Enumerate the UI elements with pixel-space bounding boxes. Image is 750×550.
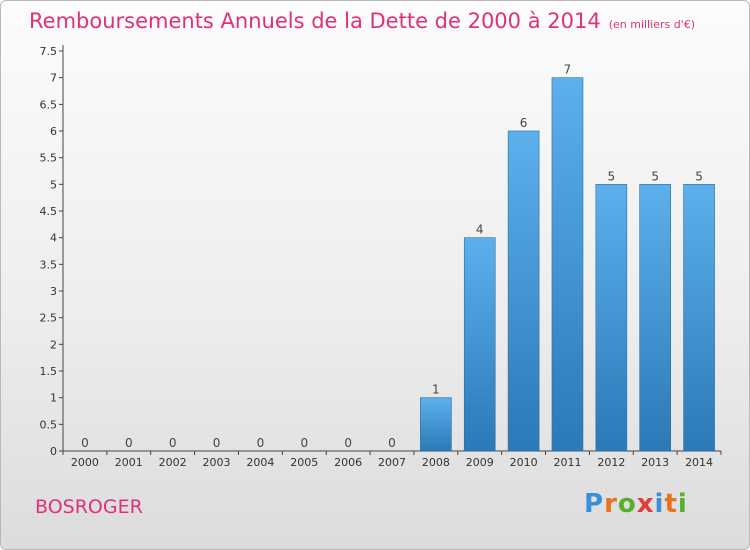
bar [507,130,540,452]
data-label: 1 [432,383,440,397]
y-tick-label: 3.5 [40,258,58,271]
x-tick-label: 2014 [685,456,713,469]
y-tick-label: 4.5 [40,205,58,218]
logo-letter: t [664,489,678,519]
proxiti-logo: Proxiti [584,489,688,519]
logo-letter: o [617,489,637,519]
data-label: 5 [651,169,659,183]
y-tick-label: 1.5 [40,365,58,378]
y-tick-label: 6.5 [40,98,58,111]
y-tick-label: 1 [50,392,57,405]
title-text: Remboursements Annuels de la Dette de 20… [29,9,601,33]
data-label: 0 [257,436,265,450]
x-tick-label: 2004 [246,456,274,469]
data-label: 0 [300,436,308,450]
x-tick-label: 2007 [378,456,406,469]
data-label: 0 [169,436,177,450]
x-tick-label: 2008 [422,456,450,469]
y-tick-label: 2.5 [40,312,58,325]
bar [463,237,496,452]
x-tick-label: 2003 [203,456,231,469]
data-label: 5 [695,169,703,183]
x-tick-label: 2011 [553,456,581,469]
y-tick-label: 3 [50,285,57,298]
commune-name: BOSROGER [35,496,143,518]
bar [551,77,584,452]
title-unit: (en milliers d'€) [608,18,695,31]
logo-letter: i [654,489,665,519]
data-label: 5 [608,169,616,183]
data-label: 0 [125,436,133,450]
bar [639,184,672,452]
logo-letter: i [677,489,688,519]
y-tick-label: 0 [50,445,57,458]
x-tick-label: 2010 [510,456,538,469]
bar [683,184,715,452]
x-tick-label: 2009 [466,456,494,469]
bar [420,397,452,452]
logo-letter: r [604,489,618,519]
logo-letter: P [584,489,605,519]
x-tick-label: 2006 [334,456,362,469]
data-label: 4 [476,223,484,237]
x-tick-label: 2013 [641,456,669,469]
data-label: 0 [388,436,396,450]
y-tick-label: 5 [50,178,57,191]
x-tick-label: 2000 [71,456,99,469]
bar [595,184,628,452]
y-tick-label: 7 [50,72,57,85]
x-tick-label: 2005 [290,456,318,469]
y-tick-label: 7.5 [40,45,58,58]
y-tick-label: 0.5 [40,418,58,431]
chart-title: Remboursements Annuels de la Dette de 20… [29,9,695,33]
x-tick-label: 2002 [159,456,187,469]
data-label: 0 [213,436,221,450]
y-tick-label: 4 [50,232,57,245]
data-label: 6 [520,116,528,130]
data-label: 0 [344,436,352,450]
logo-letter: x [636,489,655,519]
x-tick-label: 2012 [597,456,625,469]
y-tick-label: 2 [50,338,57,351]
data-label: 0 [81,436,89,450]
data-label: 7 [564,63,572,77]
y-tick-label: 5.5 [40,152,58,165]
y-tick-label: 6 [50,125,57,138]
x-tick-label: 2001 [115,456,143,469]
